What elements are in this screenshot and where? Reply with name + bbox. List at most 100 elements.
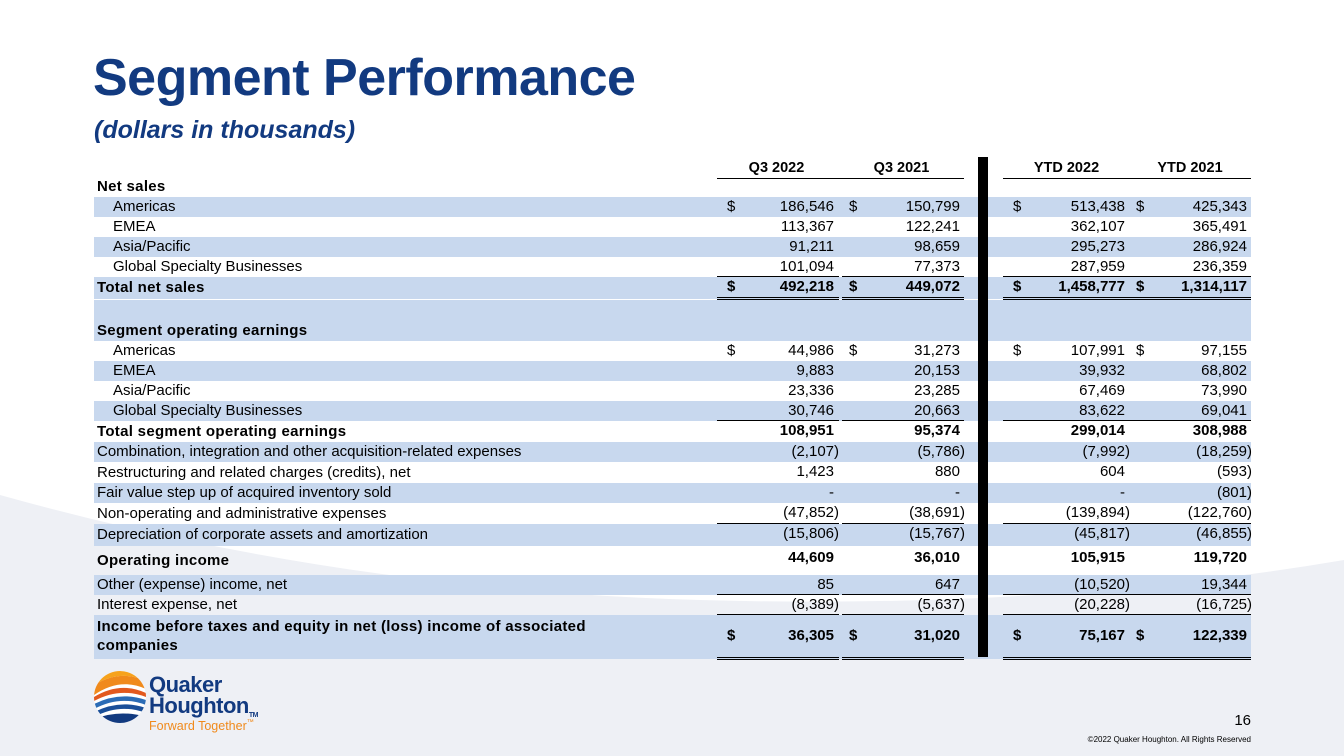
row-label: Interest expense, net	[97, 596, 238, 613]
table-row	[94, 300, 1251, 320]
dollar-sign: $	[1013, 627, 1022, 644]
table-row: Total segment operating earnings 108,951 9…	[94, 421, 1251, 442]
table-row: Depreciation of corporate assets and amo…	[94, 524, 1252, 546]
value-cell: 880	[934, 463, 960, 480]
column-divider	[978, 157, 988, 657]
total-double-underline	[1128, 297, 1251, 300]
row-label: Fair value step up of acquired inventory…	[97, 484, 392, 501]
value-cell: (47,852)	[783, 504, 839, 521]
subtotal-underline	[717, 523, 839, 524]
subtotal-underline	[717, 276, 839, 277]
row-label: Non-operating and administrative expense…	[97, 505, 387, 522]
row-label: Global Specialty Businesses	[113, 258, 303, 275]
value-cell: 68,802	[1201, 362, 1247, 379]
value-cell: -	[1120, 484, 1125, 501]
table-row: Americas 186,546 $150,799 $513,438 $425,343 $	[94, 197, 1251, 217]
dollar-sign: $	[1136, 278, 1145, 295]
dollar-sign: $	[727, 198, 736, 215]
table-row: EMEA 9,883 20,153 39,932 68,802	[94, 361, 1251, 381]
total-double-underline	[1003, 297, 1129, 300]
segment-performance-table: Q3 2022 Q3 2021 YTD 2022 YTD 2021 Net sa…	[94, 157, 1252, 660]
value-cell: 73,990	[1201, 382, 1247, 399]
subtotal-underline	[842, 276, 964, 277]
row-label: Americas	[113, 342, 176, 359]
value-cell: 44,986	[788, 342, 834, 359]
dollar-sign: $	[849, 342, 858, 359]
value-cell: (122,760)	[1187, 504, 1252, 521]
dollar-sign: $	[727, 278, 736, 295]
table-row: Global Specialty Businesses 30,746 20,663 8…	[94, 401, 1251, 421]
value-cell: 365,491	[1192, 218, 1247, 235]
value-cell: (45,817)	[1074, 525, 1130, 542]
dollar-sign: $	[1013, 278, 1022, 295]
subtotal-underline	[842, 523, 964, 524]
value-cell: (7,992)	[1082, 443, 1130, 460]
value-cell: (46,855)	[1196, 525, 1252, 542]
value-cell: 122,241	[905, 218, 960, 235]
subtotal-underline	[842, 594, 964, 595]
value-cell: 362,107	[1070, 218, 1125, 235]
dollar-sign: $	[1136, 342, 1145, 359]
total-double-underline	[717, 657, 839, 660]
value-cell: 108,951	[779, 422, 834, 439]
value-cell: -	[955, 484, 960, 501]
value-cell: 85	[817, 576, 834, 593]
value-cell: 39,932	[1079, 362, 1125, 379]
value-cell: 36,305	[788, 627, 834, 644]
value-cell: 36,010	[914, 549, 960, 566]
logo-wordmark-houghton-text: Houghton	[149, 693, 249, 718]
value-cell: 31,020	[914, 627, 960, 644]
value-cell: (15,767)	[909, 525, 965, 542]
copyright-notice: ©2022 Quaker Houghton. All Rights Reserv…	[1087, 735, 1251, 744]
value-cell: 105,915	[1070, 549, 1125, 566]
value-cell: 122,339	[1192, 627, 1247, 644]
subtotal-underline	[1128, 420, 1251, 421]
row-label: Depreciation of corporate assets and amo…	[97, 526, 429, 543]
value-cell: 91,211	[789, 238, 834, 255]
value-cell: (15,806)	[783, 525, 839, 542]
value-cell: 75,167	[1079, 627, 1125, 644]
table-row: EMEA 113,367 122,241 362,107 365,491	[94, 217, 1251, 237]
value-cell: 95,374	[914, 422, 960, 439]
value-cell: 44,609	[788, 549, 834, 566]
value-cell: (18,259)	[1196, 443, 1252, 460]
value-cell: (8,389)	[791, 596, 839, 613]
value-cell: (593)	[1216, 463, 1252, 480]
value-cell: 119,720	[1193, 549, 1247, 566]
table-row: Global Specialty Businesses 101,094 77,373…	[94, 257, 1251, 277]
value-cell: 308,988	[1192, 422, 1247, 439]
dollar-sign: $	[849, 278, 858, 295]
column-header-q3-2022: Q3 2022	[748, 160, 805, 176]
subtotal-underline	[1003, 523, 1129, 524]
subtotal-underline	[1128, 276, 1251, 277]
subtotal-underline	[1003, 614, 1129, 615]
value-cell: 83,622	[1079, 402, 1125, 419]
table-row: Other (expense) income, net 85 647 (10,520)…	[94, 575, 1251, 595]
row-label: Net sales	[97, 178, 166, 195]
table-row: Asia/Pacific 91,211 98,659 295,273 286,924	[94, 237, 1251, 257]
table-row: Non-operating and administrative expense…	[94, 503, 1252, 524]
logo-wordmark-quaker: Quaker	[149, 672, 222, 697]
subtotal-underline	[717, 420, 839, 421]
table-row: Asia/Pacific 23,336 23,285 67,469 73,990	[94, 381, 1251, 401]
row-label: Segment operating earnings	[97, 322, 308, 339]
page-title: Segment Performance	[93, 49, 636, 107]
value-cell: 295,273	[1070, 238, 1125, 255]
table-row: Combination, integration and other acqui…	[94, 442, 1252, 462]
value-cell: 19,344	[1201, 576, 1247, 593]
column-header-ytd-2021: YTD 2021	[1157, 160, 1223, 176]
page-number: 16	[1234, 712, 1251, 729]
value-cell: 23,336	[788, 382, 834, 399]
table-row: Income before taxes and equity in net (l…	[94, 615, 1251, 659]
value-cell: (5,786)	[917, 443, 965, 460]
value-cell: 647	[934, 576, 960, 593]
total-double-underline	[1128, 657, 1251, 660]
value-cell: 77,373	[914, 258, 960, 275]
header-underline-q3	[717, 178, 964, 179]
dollar-sign: $	[1136, 198, 1145, 215]
value-cell: 186,546	[779, 198, 834, 215]
value-cell: -	[829, 484, 834, 501]
row-label: Restructuring and related charges (credi…	[97, 464, 411, 481]
row-label: Combination, integration and other acqui…	[97, 443, 522, 460]
value-cell: 107,991	[1070, 342, 1125, 359]
